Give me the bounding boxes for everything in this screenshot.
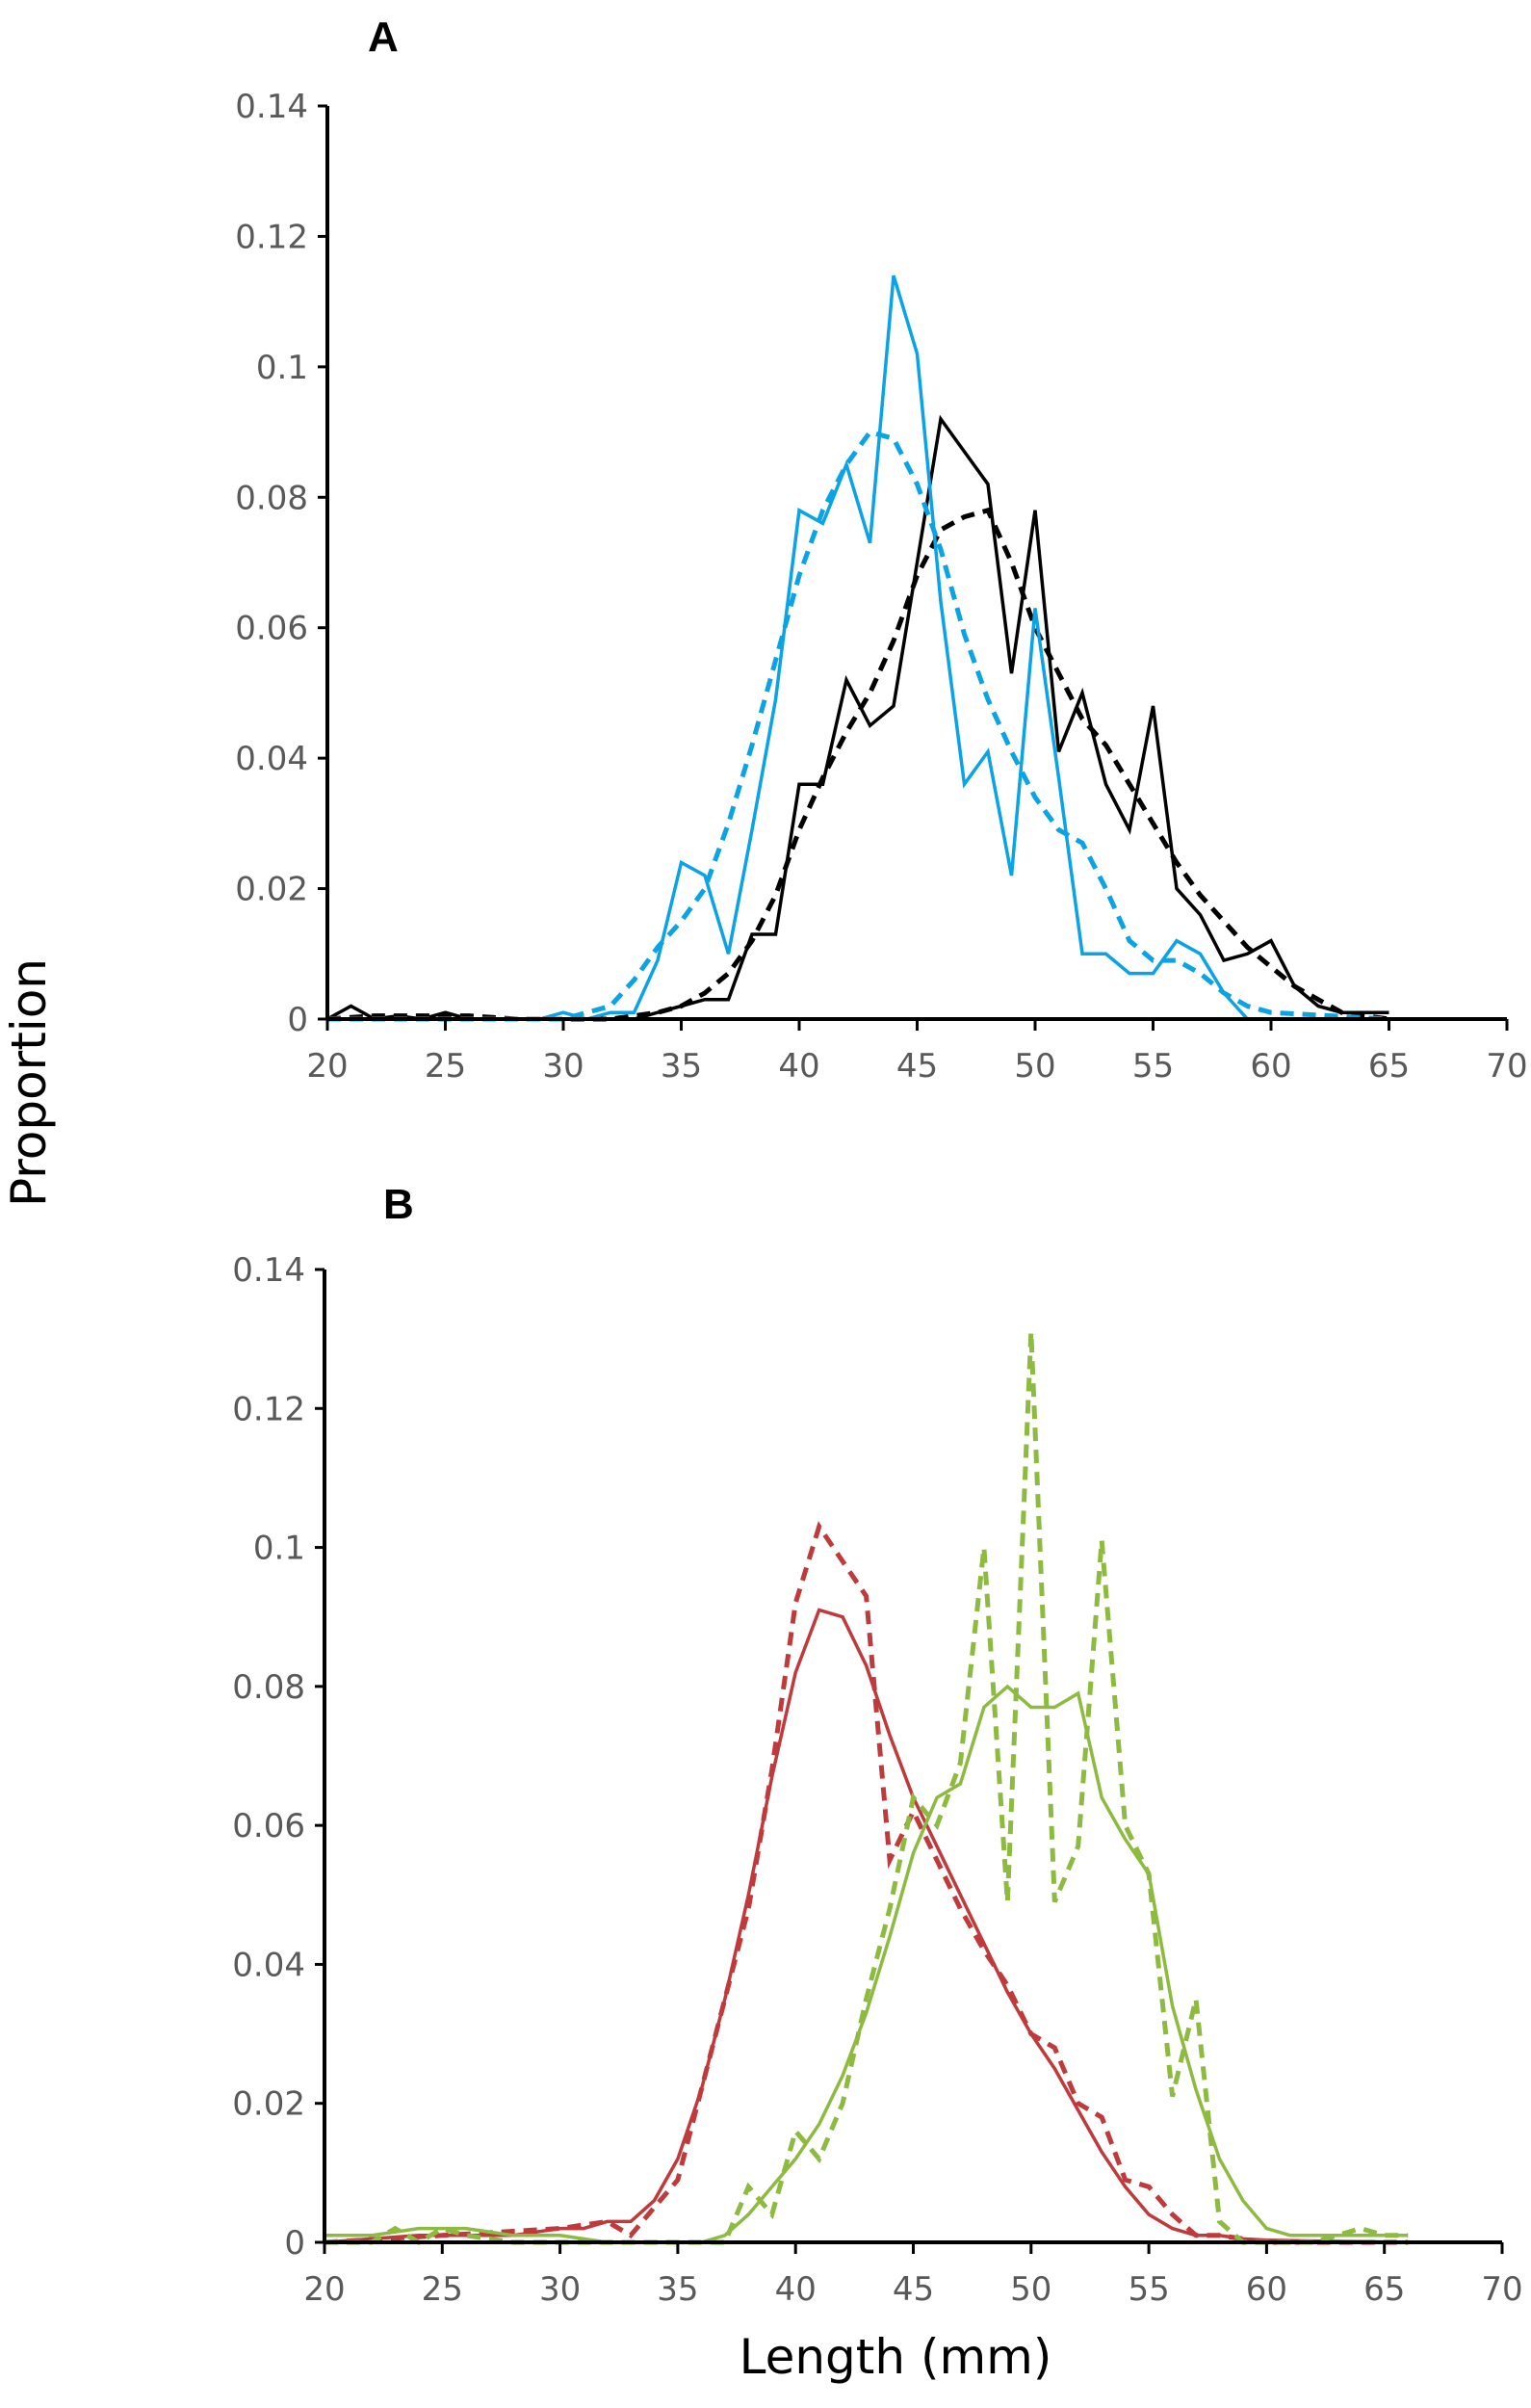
panel-a-label: A [368,13,399,61]
y-tick-label: 0.06 [235,610,308,648]
y-tick-label: 0.04 [235,740,308,778]
x-tick-label: 65 [1368,1047,1410,1086]
x-tick-label: 65 [1363,2270,1405,2309]
series-red-dashed [324,1521,1409,2245]
y-tick-label: 0.12 [232,1390,305,1428]
y-tick-label: 0.14 [235,88,308,126]
x-tick-label: 40 [775,2270,817,2309]
y-tick-label: 0.1 [253,1530,305,1568]
axes: 0 0.02 0.04 0.06 0.08 0.1 0.12 0.14 20 25 30 35 40 45… [235,88,1527,1086]
x-tick-label: 60 [1246,2270,1287,2309]
x-tick-label: 30 [542,1047,584,1086]
y-tick-label: 0.12 [235,218,308,256]
x-tick-label: 55 [1128,2270,1169,2309]
series-blue-solid [327,275,1389,1021]
x-tick-label: 70 [1481,2270,1522,2309]
x-tick-label: 25 [422,2270,463,2309]
axes: 0 0.02 0.04 0.06 0.08 0.1 0.12 0.14 20 25 30 35 40 45… [232,1251,1522,2309]
series-black-dashed [326,507,1389,1022]
x-tick-label: 40 [778,1047,819,1086]
x-tick-label: 50 [1014,1047,1055,1086]
x-tick-label: 55 [1132,1047,1174,1086]
y-tick-label: 0 [287,1001,308,1039]
y-tick-label: 0.02 [232,2085,305,2124]
series-green-solid [324,1684,1409,2244]
y-tick-label: 0.06 [232,1807,305,1845]
x-tick-label: 45 [893,2270,934,2309]
x-tick-label: 45 [896,1047,938,1086]
x-tick-label: 70 [1486,1047,1527,1086]
x-tick-label: 35 [661,1047,702,1086]
y-tick-label: 0.02 [235,871,308,909]
x-axis-title: Length (mm) [739,2329,1052,2385]
x-tick-label: 20 [306,1047,348,1086]
x-tick-label: 25 [425,1047,466,1086]
y-tick-label: 0.14 [232,1251,305,1290]
x-tick-label: 20 [303,2270,345,2309]
panel-b-label: B [383,1181,414,1228]
y-tick-label: 0.04 [232,1946,305,1984]
x-tick-label: 50 [1010,2270,1051,2309]
x-tick-label: 35 [657,2270,698,2309]
y-tick-label: 0 [284,2224,305,2263]
x-tick-label: 30 [539,2270,581,2309]
series-green-dashed [324,1331,1409,2245]
chart-panel-a: 0 0.02 0.04 0.06 0.08 0.1 0.12 0.14 20 25 30 35 40 45… [235,88,1527,1086]
y-tick-label: 0.08 [235,479,308,517]
series-red-solid [324,1608,1409,2244]
chart-panel-b: 0 0.02 0.04 0.06 0.08 0.1 0.12 0.14 20 25 30 35 40 45… [232,1251,1522,2309]
x-tick-label: 60 [1250,1047,1291,1086]
y-tick-label: 0.1 [256,349,308,387]
y-tick-label: 0.08 [232,1668,305,1707]
